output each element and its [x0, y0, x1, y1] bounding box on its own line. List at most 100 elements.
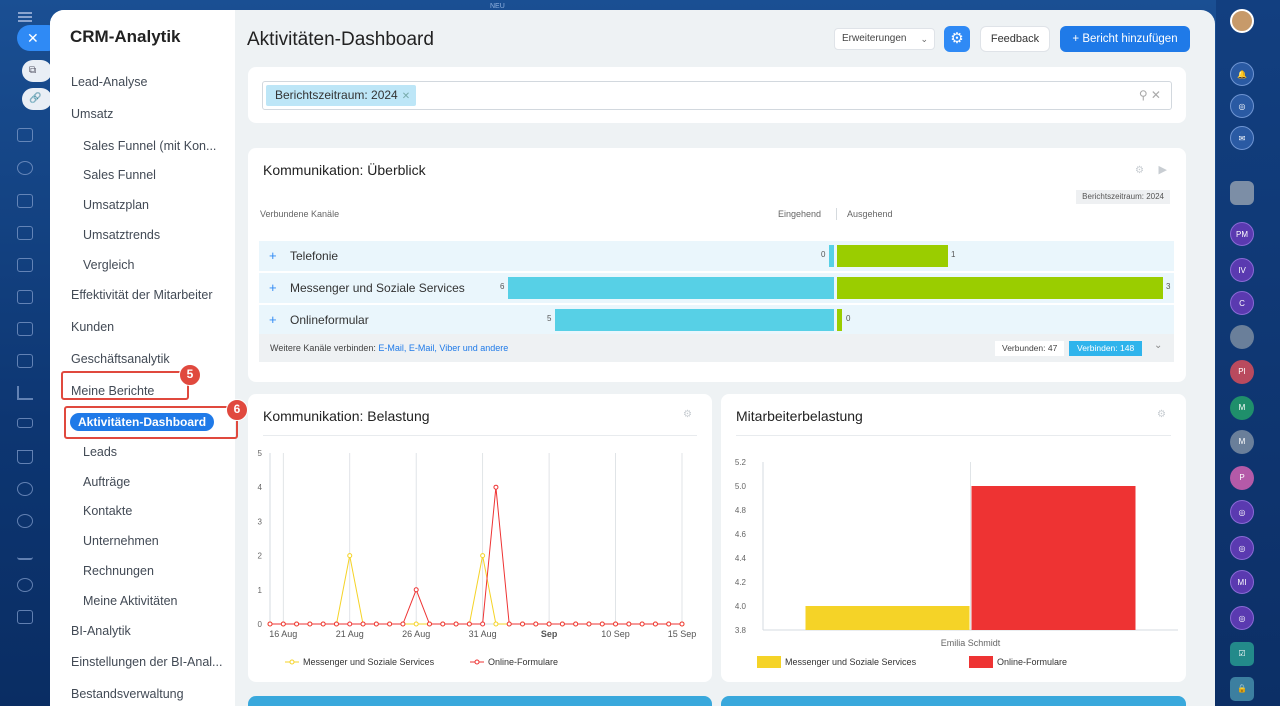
data-point [360, 621, 366, 627]
nav-orders[interactable]: Aufträge [83, 475, 131, 489]
edit-icon[interactable] [17, 546, 33, 560]
video-icon[interactable]: ▶ [1158, 164, 1167, 176]
nav-activity-dashboard[interactable]: Aktivitäten-Dashboard [70, 413, 215, 431]
database-icon[interactable] [17, 610, 33, 624]
feedback-button[interactable]: Feedback [980, 26, 1050, 52]
chat-avatar-photo[interactable] [1230, 325, 1254, 349]
filter-input[interactable]: Berichtszeitraum: 2024 ✕ ⚲ ✕ [262, 81, 1172, 110]
openline-icon-3[interactable]: ◎ [1230, 606, 1254, 630]
nav-employee-efficiency[interactable]: Effektivität der Mitarbeiter [71, 288, 213, 302]
lock-icon[interactable]: 🔒 [1230, 677, 1254, 701]
data-point [294, 621, 300, 627]
chat-avatar-pm[interactable]: PM [1230, 222, 1254, 246]
data-point [652, 621, 658, 627]
connect-channels-link[interactable]: E-Mail, E-Mail, Viber und andere [378, 343, 509, 353]
nav-revenue[interactable]: Umsatz [71, 107, 114, 121]
nav-revenue-plan[interactable]: Umsatzplan [83, 198, 149, 212]
data-point [413, 587, 419, 593]
contacts-icon[interactable] [17, 578, 33, 592]
widget-settings-icon[interactable]: ⚙ [1135, 165, 1144, 176]
nav-my-reports[interactable]: Meine Berichte [71, 384, 155, 398]
expand-plus-icon[interactable]: + [269, 312, 277, 327]
nav-contacts[interactable]: Kontakte [83, 504, 133, 518]
nav-my-activities[interactable]: Meine Aktivitäten [83, 594, 178, 608]
column-divider [836, 208, 837, 220]
openline-icon-2[interactable]: ◎ [1230, 536, 1254, 560]
documents-icon[interactable] [17, 194, 33, 208]
chat-avatar-mi[interactable]: MI [1230, 570, 1254, 594]
filter-chip-label: Berichtszeitraum: 2024 [275, 88, 398, 102]
expand-plus-icon[interactable]: + [269, 280, 277, 295]
contact-avatar[interactable] [1230, 181, 1254, 205]
menu-icon[interactable] [18, 12, 32, 22]
footer-text: Weitere Kanäle verbinden: [270, 343, 379, 353]
remove-chip-icon[interactable]: ✕ [401, 91, 411, 102]
nav-inventory[interactable]: Bestandsverwaltung [71, 687, 184, 701]
user-avatar[interactable] [1230, 9, 1254, 33]
filter-search-icon[interactable]: ⚲ ✕ [1138, 88, 1161, 102]
communication-load-card: Kommunikation: Belastung ⚙ 0 1 2 3 4 5 16 Aug 2… [248, 394, 712, 682]
legend-swatch [969, 656, 993, 668]
nav-revenue-trends[interactable]: Umsatztrends [83, 228, 161, 242]
page-title: Aktivitäten-Dashboard [247, 29, 434, 50]
monitor-icon[interactable] [17, 258, 33, 272]
automation-icon[interactable] [17, 482, 33, 496]
channel-row-telephony[interactable]: + Telefonie 0 1 [259, 241, 1174, 271]
x-tick-label: 26 Aug [402, 629, 430, 639]
open-in-new-window-icon[interactable]: ⧉ [22, 60, 52, 82]
sites-icon[interactable] [17, 514, 33, 528]
calendar-icon[interactable] [17, 322, 33, 336]
nav-leads[interactable]: Leads [83, 445, 118, 459]
chat-avatar-pi[interactable]: PI [1230, 360, 1254, 384]
widget-settings-icon[interactable]: ⚙ [1157, 409, 1166, 420]
users-icon[interactable] [17, 161, 33, 175]
widget-settings-icon[interactable]: ⚙ [683, 409, 692, 420]
data-point [599, 621, 605, 627]
nav-companies[interactable]: Unternehmen [83, 534, 159, 548]
chat-avatar-iv[interactable]: IV [1230, 258, 1254, 282]
y-tick-label: 2 [258, 552, 263, 561]
filter-chip[interactable]: Berichtszeitraum: 2024 ✕ [266, 85, 417, 106]
tasks-icon[interactable] [17, 354, 33, 368]
extensions-dropdown[interactable]: Erweiterungen ⌄ [834, 28, 935, 50]
cart-icon[interactable] [17, 450, 33, 464]
chat-avatar-p[interactable]: P [1230, 466, 1254, 490]
channel-row-messenger[interactable]: + Messenger und Soziale Services 6 3 [259, 273, 1174, 303]
nav-sales-funnel-contacts[interactable]: Sales Funnel (mit Kon... [83, 139, 217, 153]
notifications-icon[interactable]: 🔔 [1230, 62, 1254, 86]
expand-plus-icon[interactable]: + [269, 248, 277, 263]
settings-gear-button[interactable]: ⚙ [944, 26, 970, 52]
copy-link-icon[interactable]: 🔗 [22, 88, 52, 110]
data-point [347, 621, 353, 627]
feed-icon[interactable] [17, 128, 33, 142]
nav-bi-analytics[interactable]: BI-Analytik [71, 624, 131, 638]
nav-customers[interactable]: Kunden [71, 320, 115, 334]
task-icon[interactable]: ☑ [1230, 642, 1254, 666]
analytics-icon[interactable] [17, 386, 33, 400]
connect-count-button[interactable]: Verbinden: 148 [1069, 341, 1143, 356]
messages-icon[interactable]: ✉ [1230, 126, 1254, 150]
nav-invoices[interactable]: Rechnungen [83, 564, 154, 578]
chat-avatar-m2[interactable]: M [1230, 430, 1254, 454]
data-point [573, 621, 579, 627]
drive-icon[interactable] [17, 226, 33, 240]
nav-lead-analysis[interactable]: Lead-Analyse [71, 75, 148, 89]
nav-bi-settings[interactable]: Einstellungen der BI-Anal... [71, 655, 223, 669]
channel-row-online-form[interactable]: + Onlineformular 5 0 [259, 305, 1174, 335]
nav-sales-funnel[interactable]: Sales Funnel [83, 168, 156, 182]
nav-comparison[interactable]: Vergleich [83, 258, 135, 272]
channel-label: Onlineformular [290, 313, 369, 327]
add-report-button[interactable]: + Bericht hinzufügen [1060, 26, 1190, 52]
activity-icon[interactable]: ◎ [1230, 94, 1254, 118]
chat-icon[interactable] [17, 290, 33, 304]
chevron-down-icon[interactable]: ⌄ [1154, 340, 1163, 351]
outgoing-value: 3 [1166, 282, 1171, 291]
data-point [493, 484, 499, 490]
chat-avatar-c[interactable]: C [1230, 291, 1254, 315]
channel-label: Messenger und Soziale Services [290, 281, 465, 295]
nav-business-analytics[interactable]: Geschäftsanalytik [71, 352, 170, 366]
openline-icon[interactable]: ◎ [1230, 500, 1254, 524]
data-point [480, 553, 486, 559]
chat-avatar-m[interactable]: M [1230, 396, 1254, 420]
filter-icon[interactable] [17, 418, 33, 428]
